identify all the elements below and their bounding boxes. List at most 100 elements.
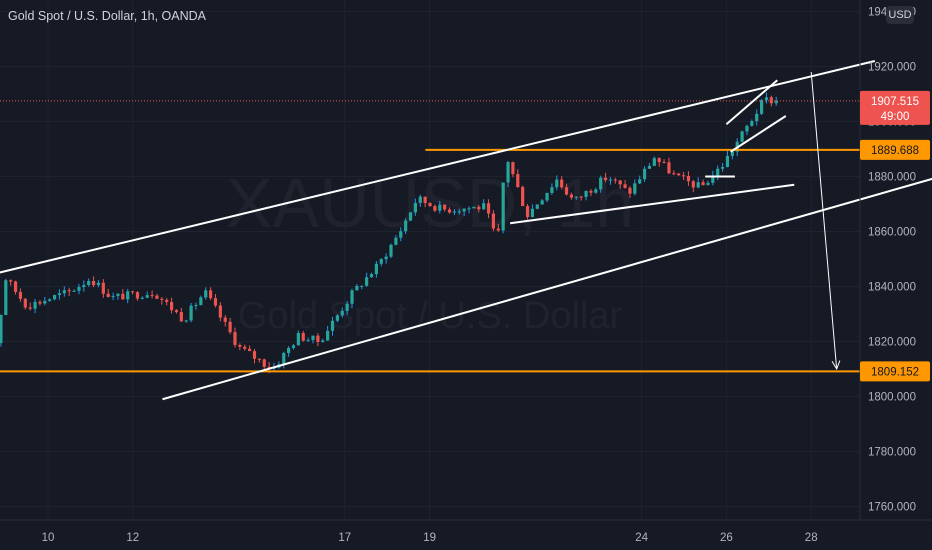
candle-body [165,299,169,302]
candle-body [628,187,632,194]
currency-badge[interactable]: USD [886,6,914,24]
candle-body [28,307,32,309]
price-axis[interactable]: 1760.000 1780.000 1800.000 1820.000 1840.000… [868,7,916,514]
candle-body [701,182,705,186]
level-price-label: 1889.688 [871,145,919,157]
candle-body [521,186,525,207]
time-axis[interactable]: 10121719242628Jun [42,532,932,544]
candle-body [506,162,510,183]
projection-arrow-line [810,71,838,370]
symbol-title[interactable]: Gold Spot / U.S. Dollar, 1h, OANDA [8,9,206,23]
candle-body [96,282,101,286]
candle-body [564,187,569,195]
candle-body [150,295,154,297]
level-price-tag [860,139,930,160]
candle-body [657,158,661,162]
candle-body [574,196,578,198]
candle-body [218,305,222,318]
candle-body [638,179,642,184]
candle-body [452,211,457,213]
candle-body [33,301,37,309]
time-axis-label: 12 [126,532,139,544]
current-price-tag [860,90,930,125]
candle-body [774,100,778,104]
candle-body [613,179,617,181]
candle-body [394,237,398,245]
candle-body [711,175,715,183]
candle-body [725,155,730,168]
upper-channel-line [0,60,876,274]
candle-body [18,291,23,299]
candle-body [321,340,325,342]
candle-body [647,165,652,169]
current-price-label: 1907.515 [871,96,919,108]
candle-body [404,220,408,232]
candle-body [145,295,149,298]
candle-body [486,203,491,214]
time-axis-label: 19 [423,532,436,544]
candle-body [696,182,700,188]
candle-body [423,196,427,204]
candle-body [608,179,613,181]
candle-body [111,295,115,297]
candle-body [667,162,671,174]
candle-body [121,293,125,300]
price-axis-label: 1820.000 [868,337,916,349]
chart-grid [0,0,860,520]
candle-body [82,285,86,288]
candle-body [116,293,120,296]
candle-body [13,281,18,292]
candle-body [77,287,81,291]
time-axis-label: 26 [720,532,733,544]
candle-body [155,295,159,299]
candle-body [184,320,188,322]
candle-body [764,97,769,101]
candle-body [408,212,413,221]
candle-body [755,113,759,122]
candle-body [599,177,603,190]
candle-body [535,204,539,209]
candle-body [501,182,505,231]
candle-body [301,333,305,341]
candle-body [438,204,442,211]
candlestick-series [0,92,778,374]
candle-body [106,293,110,297]
time-axis-label: 10 [42,532,55,544]
candle-body [428,203,432,206]
candle-body [326,330,330,341]
candle-body [525,206,530,218]
candle-body [374,263,378,275]
candle-body [413,202,417,213]
candle-body [199,297,203,306]
candle-body [43,300,47,304]
candle-body [340,310,344,316]
candle-body [384,256,388,260]
candle-body [447,209,452,213]
candle-body [584,191,588,197]
candle-body [472,206,476,209]
candle-body [228,321,232,333]
candle-body [496,228,500,231]
candle-body [72,290,76,292]
candle-body [745,125,749,132]
candle-body [252,351,257,359]
candle-body [511,162,515,175]
candle-body [238,344,242,347]
level-price-tag [860,361,930,382]
candle-body [91,281,96,286]
candle-body [369,274,374,278]
projection-arrow-head [831,360,841,371]
candle-body [750,121,754,126]
candle-body [672,173,676,175]
candle-body [467,208,471,210]
candle-body [67,290,71,292]
candle-body [686,175,691,182]
candle-body [101,282,105,294]
wedge-lower-line [730,115,787,153]
candle-body [355,285,359,291]
time-axis-label: 17 [338,532,351,544]
candle-body [335,315,339,321]
candle-body [730,151,734,156]
candle-body [194,305,198,307]
